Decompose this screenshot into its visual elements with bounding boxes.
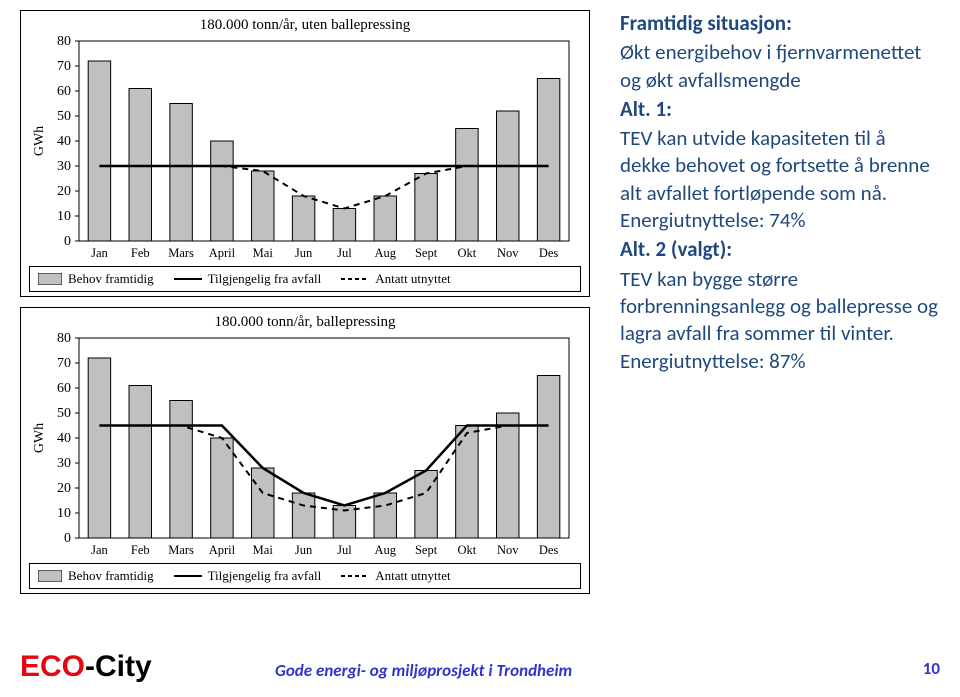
svg-text:Sept: Sept (415, 543, 438, 557)
chart1-svg: 0 10 20 30 40 50 60 70 80 GWh Jan Feb Mars April Mai Ju… (29, 36, 579, 266)
svg-text:0: 0 (64, 531, 71, 546)
legend-antatt-label: Antatt utnyttet (375, 271, 450, 287)
chart2-legend: Behov framtidig Tilgjengelig fra avfall … (29, 563, 581, 589)
svg-text:60: 60 (57, 381, 71, 396)
heading-alt2: Alt. 2 (valgt): (620, 236, 732, 262)
legend2-tilgj: Tilgjengelig fra avfall (174, 568, 322, 584)
svg-text:Des: Des (539, 543, 559, 557)
svg-text:50: 50 (57, 406, 71, 421)
legend-antatt: Antatt utnyttet (341, 271, 450, 287)
svg-text:Okt: Okt (458, 543, 477, 557)
svg-text:Feb: Feb (131, 246, 150, 260)
svg-text:Jul: Jul (337, 543, 352, 557)
chart2-title: 180.000 tonn/år, ballepressing (29, 314, 581, 331)
svg-text:40: 40 (57, 134, 71, 149)
legend2-tilgj-label: Tilgjengelig fra avfall (208, 568, 322, 584)
chart1-legend: Behov framtidig Tilgjengelig fra avfall … (29, 266, 581, 292)
legend2-behov-label: Behov framtidig (68, 568, 154, 584)
svg-text:Mars: Mars (168, 543, 194, 557)
svg-text:Mars: Mars (168, 246, 194, 260)
page-number: 10 (923, 658, 940, 679)
text-situasjon-body: Økt energibehov i fjernvarmenettet og øk… (620, 39, 921, 92)
chart2-box: 180.000 tonn/år, ballepressing 0 10 20 30 40… (20, 307, 590, 594)
svg-text:80: 80 (57, 36, 71, 49)
svg-text:Feb: Feb (131, 543, 150, 557)
legend2-antatt-label: Antatt utnyttet (375, 568, 450, 584)
brand-eco: ECO (20, 650, 85, 683)
svg-text:Nov: Nov (497, 543, 519, 557)
svg-text:20: 20 (57, 481, 71, 496)
svg-text:April: April (209, 543, 236, 557)
svg-text:30: 30 (57, 159, 71, 174)
svg-text:70: 70 (57, 59, 71, 74)
legend2-antatt: Antatt utnyttet (341, 568, 450, 584)
text-alt2-body: TEV kan bygge større forbrenningsanlegg … (620, 266, 938, 374)
svg-text:Aug: Aug (374, 543, 396, 557)
heading-situasjon: Framtidig situasjon: (620, 10, 792, 36)
svg-text:0: 0 (64, 234, 71, 249)
dash-swatch-icon (341, 570, 369, 582)
legend-behov: Behov framtidig (38, 271, 154, 287)
svg-text:Jun: Jun (295, 543, 313, 557)
svg-text:Des: Des (539, 246, 559, 260)
bar-swatch-icon (38, 273, 62, 285)
svg-text:Okt: Okt (458, 246, 477, 260)
right-text-block: Framtidig situasjon: Økt energibehov i f… (620, 10, 940, 377)
svg-text:Nov: Nov (497, 246, 519, 260)
svg-text:20: 20 (57, 184, 71, 199)
line-swatch-icon (174, 570, 202, 582)
svg-text:40: 40 (57, 431, 71, 446)
legend2-behov: Behov framtidig (38, 568, 154, 584)
svg-text:April: April (209, 246, 236, 260)
svg-text:Jan: Jan (91, 246, 108, 260)
svg-text:Mai: Mai (253, 246, 274, 260)
svg-text:10: 10 (57, 209, 71, 224)
chart2-svg: 0 10 20 30 40 50 60 70 80 GWh Jan Feb Mars April Mai Ju… (29, 333, 579, 563)
svg-text:Jun: Jun (295, 246, 313, 260)
brand-logo: ECO-City (20, 650, 152, 684)
legend-behov-label: Behov framtidig (68, 271, 154, 287)
brand-city: -City (85, 650, 152, 683)
svg-text:30: 30 (57, 456, 71, 471)
svg-text:Mai: Mai (253, 543, 274, 557)
svg-text:Jan: Jan (91, 543, 108, 557)
line-swatch-icon (174, 273, 202, 285)
svg-text:10: 10 (57, 506, 71, 521)
bar-swatch-icon (38, 570, 62, 582)
svg-text:60: 60 (57, 84, 71, 99)
svg-text:Aug: Aug (374, 246, 396, 260)
svg-text:80: 80 (57, 333, 71, 346)
chart1-box: 180.000 tonn/år, uten ballepressing 0 10 2… (20, 10, 590, 297)
text-alt1-body: TEV kan utvide kapasiteten til å dekke b… (620, 125, 930, 233)
legend-tilgj: Tilgjengelig fra avfall (174, 271, 322, 287)
svg-text:GWh: GWh (32, 126, 47, 156)
chart1-title: 180.000 tonn/år, uten ballepressing (29, 17, 581, 34)
svg-text:GWh: GWh (32, 423, 47, 453)
svg-text:50: 50 (57, 109, 71, 124)
dash-swatch-icon (341, 273, 369, 285)
heading-alt1: Alt. 1: (620, 96, 672, 122)
footer-text: Gode energi- og miljøprosjekt i Trondhei… (275, 660, 572, 681)
legend-tilgj-label: Tilgjengelig fra avfall (208, 271, 322, 287)
svg-text:Jul: Jul (337, 246, 352, 260)
svg-text:Sept: Sept (415, 246, 438, 260)
svg-text:70: 70 (57, 356, 71, 371)
